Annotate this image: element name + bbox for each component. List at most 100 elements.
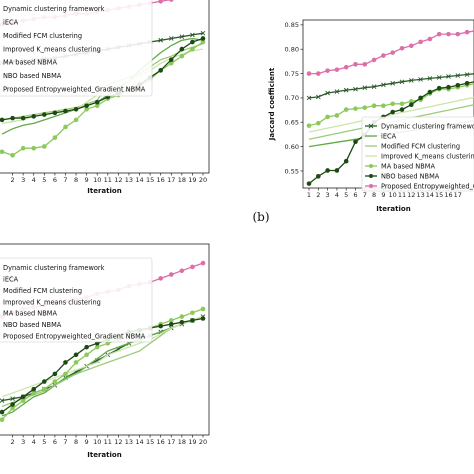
x-tick-label: 12	[407, 191, 415, 199]
series-point	[73, 352, 79, 358]
series-point	[418, 39, 423, 45]
series-point	[200, 39, 206, 45]
series-point	[399, 101, 405, 107]
series-point	[418, 77, 423, 82]
series-point	[325, 90, 330, 96]
legend-label: Modified FCM clustering	[381, 142, 460, 150]
series-point	[399, 79, 405, 85]
figure-caption: (b)	[252, 210, 269, 224]
series-point	[381, 103, 386, 109]
series-point	[0, 149, 5, 155]
series-point	[334, 67, 340, 72]
series-point	[10, 405, 15, 411]
legend-label: iECA	[381, 132, 397, 140]
x-tick-label: 5	[344, 191, 348, 199]
legend-label: NBO based NBMA	[3, 321, 62, 329]
x-tick-label: 3	[21, 438, 25, 446]
x-tick-label: 6	[53, 438, 57, 446]
series-line-4	[1, 315, 204, 398]
series-point	[306, 71, 312, 76]
legend-label: MA based NBMA	[381, 162, 435, 170]
x-tick-label: 17	[167, 176, 175, 184]
series-point	[200, 306, 206, 312]
series-point	[381, 53, 386, 58]
x-tick-label: 2	[11, 438, 15, 446]
series-point	[446, 31, 451, 37]
x-tick-label: 17	[454, 191, 462, 199]
x-tick-label: 9	[85, 176, 89, 184]
series-point	[31, 386, 37, 392]
x-tick-label: 7	[63, 438, 67, 446]
x-axis-label: Iteration	[87, 187, 121, 195]
y-tick-label: 0.70	[285, 94, 299, 102]
series-point	[10, 402, 15, 407]
series-point	[409, 43, 414, 49]
series-point	[409, 102, 414, 108]
series-point	[20, 398, 26, 403]
chart-panel-3: 2 3 4 5 6 7 8 9 10 11 12 13 14 15 16 17 18 19 20 Iteration D…	[0, 243, 210, 459]
y-tick-label: 0.65	[285, 119, 299, 127]
series-point	[190, 264, 195, 270]
series-point	[168, 318, 174, 323]
x-tick-label: 4	[32, 438, 36, 446]
legend-label: Improved K_means clustering	[381, 152, 474, 160]
legend-box	[361, 116, 474, 192]
legend: Dynamic clustering framework iECA Modified…	[0, 0, 153, 97]
series-point	[73, 117, 79, 123]
legend-label: Dynamic clustering framework	[3, 264, 105, 272]
legend-label: MA based NBMA	[3, 59, 57, 67]
series-point	[427, 36, 433, 42]
x-tick-label: 13	[416, 191, 424, 199]
series-point	[390, 109, 396, 115]
series-point	[371, 84, 377, 90]
series-point	[325, 168, 330, 173]
series-point	[316, 174, 321, 179]
series-point	[427, 89, 433, 95]
series-point	[10, 396, 15, 402]
series-point	[168, 36, 174, 41]
legend-label: Modified FCM clustering	[3, 287, 82, 295]
series-point	[343, 107, 349, 112]
series-point	[371, 103, 377, 109]
legend: Dynamic clustering framework iECA Modified…	[0, 257, 153, 343]
series-point	[455, 82, 461, 88]
x-tick-label: 4	[32, 176, 36, 184]
series-point	[446, 74, 451, 79]
x-tick-label: 10	[93, 438, 101, 446]
series-point	[179, 320, 185, 325]
legend-label: Improved K_means clustering	[3, 298, 101, 306]
series-point	[0, 409, 5, 415]
series-point	[52, 135, 58, 140]
series-line-2	[1, 37, 204, 135]
series-point	[390, 50, 396, 55]
legend-label: Dynamic clustering framework	[3, 5, 105, 13]
series-point	[20, 394, 26, 400]
x-tick-label: 8	[74, 176, 78, 184]
series-point	[362, 85, 368, 91]
x-tick-label: 11	[398, 191, 406, 199]
series-line-4	[308, 96, 474, 133]
legend-label: Proposed Entropyweighted_Gradient NBMA	[3, 333, 146, 341]
series-point	[0, 417, 5, 423]
series-point	[464, 29, 470, 35]
series-point	[169, 0, 174, 2]
series-point	[179, 34, 185, 40]
x-tick-label: 7	[63, 176, 67, 184]
series-point	[20, 145, 26, 151]
x-tick-label: 6	[353, 191, 357, 199]
series-line-1	[308, 73, 474, 99]
x-tick-label: 8	[74, 438, 78, 446]
series-point	[399, 45, 405, 51]
x-tick-label: 18	[178, 176, 186, 184]
series-point	[84, 103, 89, 109]
series-point	[436, 31, 442, 37]
series-point	[94, 103, 100, 109]
x-tick-label: 6	[53, 176, 57, 184]
x-tick-label: 3	[21, 176, 25, 184]
legend-label: MA based NBMA	[3, 310, 57, 318]
series-point	[371, 57, 377, 63]
series-point	[179, 268, 185, 274]
x-tick-label: 18	[178, 438, 186, 446]
series-point	[200, 316, 206, 321]
legend-label: Proposed Entropyweighted_Gradient NBMA	[381, 182, 474, 190]
